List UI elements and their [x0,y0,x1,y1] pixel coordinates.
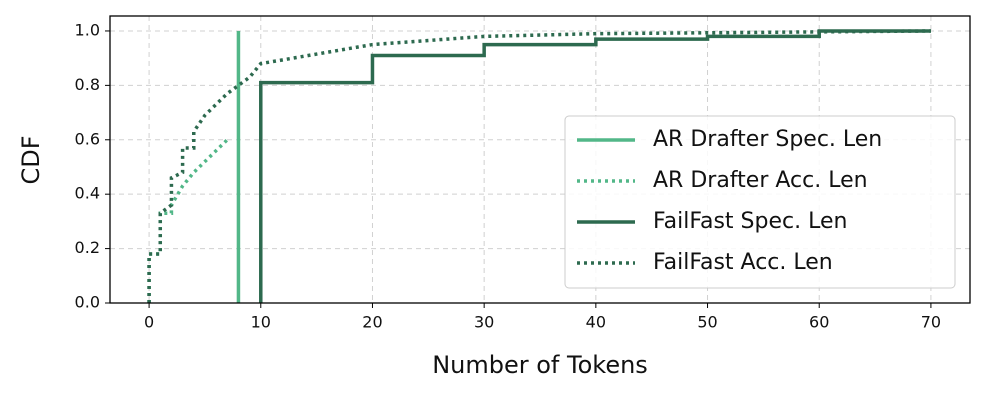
x-tick-label: 70 [921,313,941,332]
x-tick-label: 0 [144,313,154,332]
x-tick-label: 50 [697,313,717,332]
legend-label: AR Drafter Acc. Len [653,168,868,193]
x-axis-label: Number of Tokens [432,351,648,379]
x-tick-label: 10 [251,313,271,332]
y-tick-label: 0.0 [75,293,100,312]
y-tick-label: 0.2 [75,238,100,257]
legend-label: FailFast Acc. Len [653,250,833,275]
x-tick-label: 20 [362,313,382,332]
series-line [259,29,931,303]
y-tick-label: 0.6 [75,129,100,148]
y-axis-label: CDF [17,135,45,184]
x-tick-label: 40 [586,313,606,332]
x-tick-label: 30 [474,313,494,332]
legend-label: AR Drafter Spec. Len [653,127,882,152]
y-tick-label: 0.8 [75,75,100,94]
y-tick-label: 0.4 [75,184,100,203]
legend-label: FailFast Spec. Len [653,209,847,234]
legend: AR Drafter Spec. Len AR Drafter Acc. Len F… [564,115,956,289]
x-tick-label: 60 [809,313,829,332]
y-tick-label: 1.0 [75,20,100,39]
plot-frame [109,15,971,304]
legend-box [564,115,956,289]
